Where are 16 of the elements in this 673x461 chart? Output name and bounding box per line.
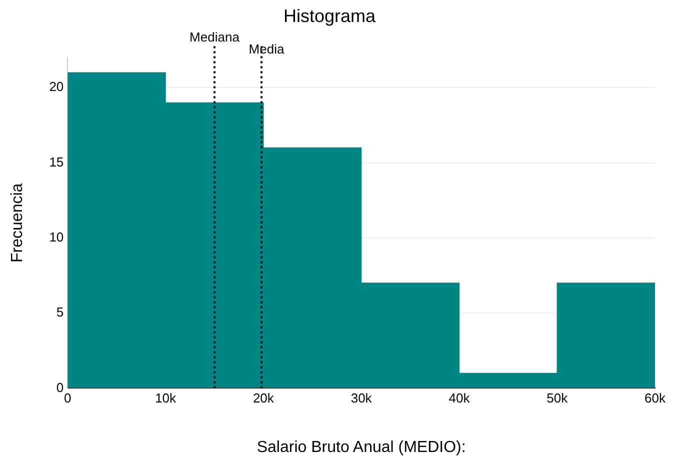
y-tick-label: 10 (49, 230, 64, 245)
x-tick-label: 20k (252, 390, 274, 406)
y-tick-label: 0 (56, 380, 64, 395)
x-tick-label: 40k (448, 390, 470, 406)
y-axis-title: Frecuencia (9, 183, 26, 262)
x-tick-label: 50k (546, 390, 568, 406)
chart-title: Histograma (283, 6, 377, 26)
y-tick-label: 15 (49, 154, 64, 170)
x-tick-label: 60k (644, 390, 666, 406)
x-axis-title: Salario Bruto Anual (MEDIO): (256, 438, 466, 456)
y-tick-label: 20 (49, 79, 64, 94)
x-tick-label: 30k (350, 390, 372, 406)
x-tick-label: 10k (155, 390, 177, 406)
ref-line-label: Mediana (190, 30, 240, 45)
ref-line-label: Media (248, 42, 285, 57)
y-tick-label: 5 (56, 304, 64, 320)
